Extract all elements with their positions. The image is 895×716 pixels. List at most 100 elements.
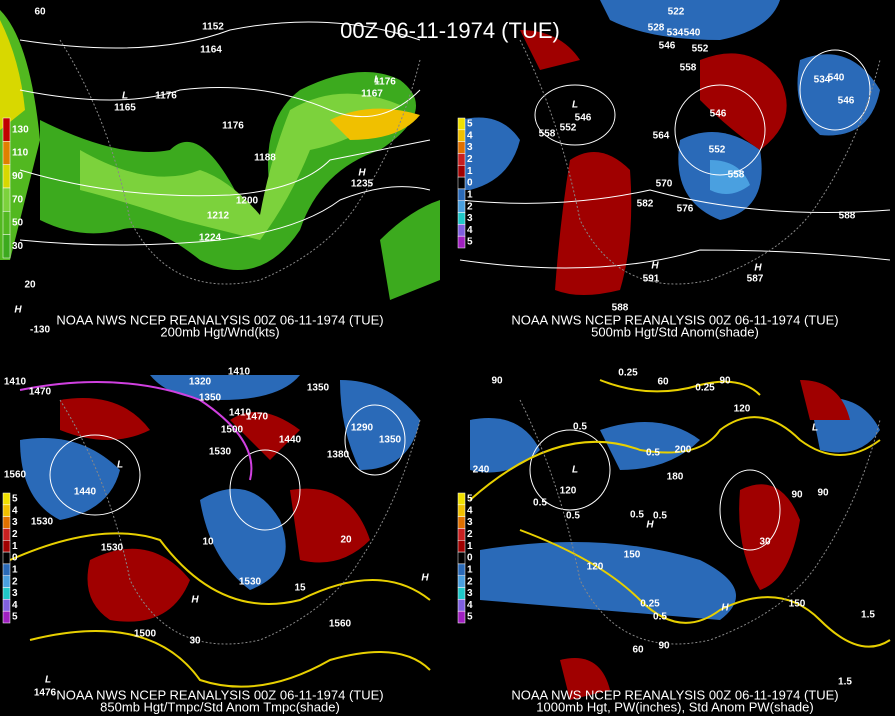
anom-shade [20, 438, 120, 520]
contour-label: H [651, 261, 659, 272]
contour [19, 21, 421, 49]
contour-label: H [721, 603, 729, 614]
panel-1000mb [469, 379, 891, 700]
contour-label: 591 [643, 274, 660, 285]
legend-swatch [457, 516, 466, 529]
anom-shade [600, 422, 700, 470]
contour-label: 60 [657, 377, 669, 388]
legend-swatch [457, 540, 466, 553]
contour-label: 1350 [379, 435, 402, 446]
contour-label: 1167 [361, 89, 383, 100]
legend-label: 5 [467, 612, 473, 623]
contour-label: 90 [817, 488, 829, 499]
contour-label: 1500 [221, 425, 244, 436]
legend-label: 4 [467, 225, 473, 236]
legend-label: 50 [12, 218, 24, 229]
contour-label: 60 [632, 645, 644, 656]
contour-label: L [374, 75, 380, 86]
legend-label: 0 [12, 553, 18, 564]
anom-shade [470, 418, 540, 473]
generated: 1152116411761176117611651188120012121224… [2, 7, 875, 714]
contour-label: 588 [612, 303, 629, 314]
legend-swatch [457, 492, 466, 506]
contour-label: 576 [677, 204, 694, 215]
contour-label: 570 [656, 179, 673, 190]
legend-swatch [457, 528, 466, 541]
legend-swatch [2, 492, 11, 506]
legend-swatch [457, 153, 466, 166]
contour-label: H [754, 263, 762, 274]
jet-shade [80, 93, 400, 240]
contour-label: 1.5 [861, 610, 875, 621]
contour-label: 30 [759, 537, 771, 548]
panel-source: NOAA NWS NCEP REANALYSIS 00Z 06-11-1974 … [56, 687, 383, 702]
legend-label: 5 [467, 237, 473, 248]
contour-label: L [812, 423, 818, 434]
legend-swatch [457, 587, 466, 600]
contour-label: L [572, 465, 578, 476]
contour-label: 546 [838, 96, 855, 107]
contour-label: 540 [828, 73, 845, 84]
contour-label: 90 [719, 376, 731, 387]
panel-850mb [9, 375, 431, 688]
contour-label: 1165 [114, 103, 136, 114]
legend-label: 4 [467, 600, 473, 611]
contour [49, 434, 141, 516]
contour-label: H [646, 520, 654, 531]
legend-label: 2 [467, 529, 473, 540]
contour-label: 180 [667, 472, 684, 483]
contour-label: 558 [680, 63, 697, 74]
contour-label: 1176 [374, 77, 396, 88]
contour [529, 429, 611, 511]
contour-label: 1470 [246, 412, 269, 423]
legend-label: 3 [467, 213, 473, 224]
contour-label: -130 [30, 325, 50, 336]
anom-shade [230, 412, 300, 460]
panel-500mb [459, 0, 891, 295]
legend-label: 4 [467, 505, 473, 516]
contour-label: 1560 [4, 470, 27, 481]
isotherm [19, 381, 253, 481]
legend-swatch [457, 188, 466, 201]
coastline [59, 399, 421, 645]
contour-label: 0.5 [630, 510, 644, 521]
legend-swatch [457, 117, 466, 131]
legend-swatch [2, 117, 11, 142]
legend-swatch [2, 211, 11, 235]
contour [719, 469, 781, 551]
contour-label: L [572, 100, 578, 111]
anom-shade [87, 548, 190, 622]
contour-label: 30 [189, 636, 201, 647]
contour [19, 186, 431, 246]
panel-200mb [0, 10, 440, 300]
legend-swatch [2, 516, 11, 529]
legend-label: 1 [12, 564, 18, 575]
contour-label: 552 [560, 123, 577, 134]
contour [674, 84, 766, 176]
legend-label: 5 [467, 494, 473, 505]
contour-label: 90 [658, 641, 670, 652]
contour-label: 1164 [200, 45, 222, 56]
anom-shade [290, 488, 370, 563]
legend-swatch [2, 563, 11, 576]
contour-label: 0.25 [618, 368, 638, 379]
jet-shade [0, 20, 25, 130]
legend-label: 90 [12, 171, 24, 182]
contour-label: 15 [294, 583, 306, 594]
legend-swatch [2, 575, 11, 588]
anom-shade [800, 380, 850, 420]
contour-label: 534 [667, 28, 684, 39]
legend-label: 3 [12, 588, 18, 599]
legend-swatch [2, 551, 11, 565]
contour-label: 558 [539, 129, 556, 140]
contour-label: 0.25 [695, 383, 715, 394]
contour-label: 120 [587, 562, 604, 573]
contour-label: L [45, 675, 51, 686]
contour-label: H [14, 305, 22, 316]
contour-label: 1152 [202, 22, 224, 33]
legend-label: 5 [467, 119, 473, 130]
anom-shade [460, 117, 520, 190]
contour-label: H [421, 573, 429, 584]
legend-swatch [457, 176, 466, 190]
contour-label: 90 [491, 376, 503, 387]
